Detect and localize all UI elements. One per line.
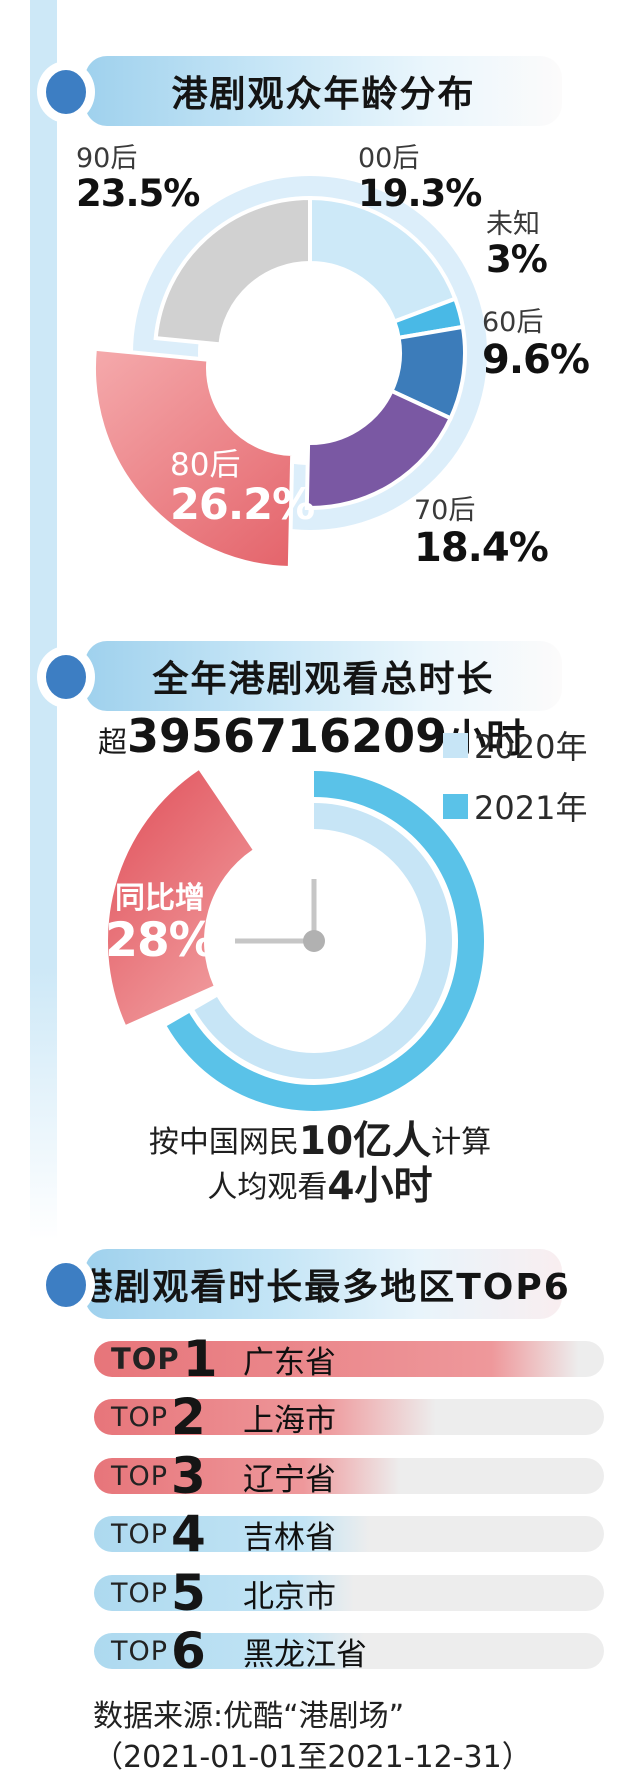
callout-70s: 70后 18.4% [414,495,549,571]
callout-unknown: 未知 3% [486,209,548,281]
region-name: 辽宁省 [243,1461,336,1498]
caption-big1: 10亿人 [298,1119,432,1164]
top-word: TOP [111,1577,169,1609]
age-donut-chart [92,176,487,571]
top-row-4: TOP 4 吉林省 [94,1505,604,1563]
top-row-3: TOP 3 辽宁省 [94,1447,604,1505]
top-word: TOP [111,1342,180,1376]
year-legend: 2020年 2021年 [443,722,587,844]
growth-label: 同比增 28% [100,881,220,968]
legend-2021: 2021年 [443,783,587,829]
callout-90s-label: 90后 [76,143,138,174]
callout-00s-label: 00后 [358,143,420,174]
top-word: TOP [111,1635,169,1667]
callout-70s-value: 18.4% [414,524,549,571]
top-row-5: TOP 5 北京市 [94,1564,604,1622]
section-title-age: 港剧观众年龄分布 [171,74,476,115]
region-name: 北京市 [243,1578,336,1615]
rank-number: 1 [182,1330,218,1388]
bullet-circle-icon [46,70,86,114]
growth-petal-wedge [107,770,253,1025]
callout-unknown-label: 未知 [486,209,540,240]
legend-2021-label: 2021年 [474,789,588,827]
legend-2020-label: 2020年 [474,728,588,766]
slice-70s [304,388,454,511]
top-word: TOP [111,1401,169,1433]
section-header-age: 港剧观众年龄分布 [85,56,562,126]
top-word: TOP [111,1460,169,1492]
rank-number: 2 [171,1388,206,1446]
top-row-2: TOP 2 上海市 [94,1388,604,1446]
growth-value: 28% [105,913,216,968]
callout-80s: 80后 26.2% [170,447,315,531]
region-name: 上海市 [243,1402,336,1439]
section-title-top6: 港剧观看时长最多地区TOP6 [76,1267,571,1308]
caption-big2: 4小时 [327,1164,433,1209]
top-row-1: TOP 1 广东省 [94,1330,604,1388]
rank-number: 3 [171,1447,206,1505]
region-name: 吉林省 [243,1519,336,1556]
callout-90s-value: 23.5% [76,171,200,215]
caption-line-1: 按中国网民10亿人计算 [0,1120,640,1165]
section-title-hours: 全年港剧观看总时长 [152,659,495,700]
top-row-6: TOP 6 黑龙江省 [94,1622,604,1680]
per-capita-caption: 按中国网民10亿人计算 人均观看4小时 [0,1120,640,1210]
callout-70s-label: 70后 [414,495,476,526]
region-name: 黑龙江省 [243,1636,367,1673]
growth-text: 同比增 [115,881,205,916]
region-name: 广东省 [243,1344,336,1381]
legend-2020: 2020年 [443,722,587,768]
callout-60s: 60后 9.6% [482,307,590,383]
section-header-hours: 全年港剧观看总时长 [85,641,562,711]
bullet-circle-icon [46,655,86,699]
callout-80s-value: 26.2% [170,480,315,531]
callout-60s-label: 60后 [482,307,544,338]
callout-80s-label: 80后 [170,447,241,483]
caption-pre1: 按中国网民 [148,1125,299,1160]
footer-daterange-line: （2021-01-01至2021-12-31） [93,1740,532,1775]
total-number: 3956716209 [127,709,448,763]
legend-2020-swatch-icon [443,732,468,758]
donut-hole [198,241,422,465]
callout-00s: 00后 19.3% [358,143,482,215]
rank-number: 4 [171,1505,206,1563]
footer-source-line: 数据来源:优酷“港剧场” [93,1699,405,1734]
bullet-circle-icon [46,1263,86,1307]
top-word: TOP [111,1518,169,1550]
legend-2021-swatch-icon [443,793,468,819]
caption-post1: 计算 [431,1125,492,1160]
section-header-top6: 港剧观看时长最多地区TOP6 [76,1249,569,1319]
slice-00s [308,195,458,325]
callout-unknown-value: 3% [486,237,548,281]
caption-pre2: 人均观看 [207,1170,328,1205]
caption-line-2: 人均观看4小时 [0,1165,640,1210]
decorative-left-strip [30,0,57,1240]
rank-number: 5 [171,1564,206,1622]
total-prefix: 超 [98,725,128,759]
callout-00s-value: 19.3% [358,171,482,215]
data-source-footer: 数据来源:优酷“港剧场” （2021-01-01至2021-12-31） [93,1696,532,1776]
clock-center-dot-icon [303,930,325,952]
slice-80s-exploded [92,346,295,571]
callout-60s-value: 9.6% [482,336,590,383]
rank-number: 6 [171,1622,206,1680]
callout-90s: 90后 23.5% [76,143,200,215]
watchtime-clock-chart [107,770,485,1111]
slice-90s [153,195,312,347]
